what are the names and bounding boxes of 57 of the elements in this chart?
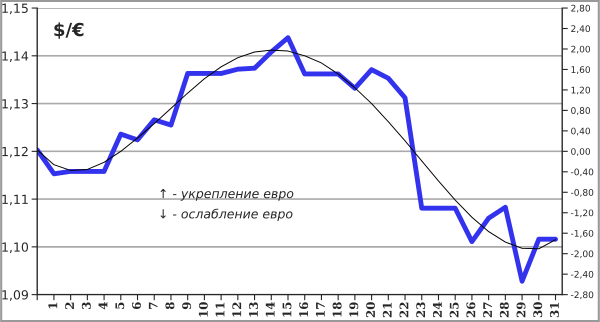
y2-tick-label: -0,80: [570, 189, 594, 197]
x-tick-label: 13: [249, 302, 258, 317]
y2-tick-label: -1,60: [570, 230, 594, 238]
x-tick-label: 10: [198, 302, 208, 317]
x-tick-label: 19: [349, 302, 358, 317]
y2-tick-label: -2,40: [570, 270, 594, 279]
x-tick-label: 21: [382, 302, 392, 318]
y2-tick-label: 2,00: [571, 46, 590, 54]
annotation: ↑ - укрепление евро: [160, 188, 294, 201]
x-tick-label: 31: [550, 302, 559, 318]
x-tick-label: 1: [48, 302, 58, 308]
y-tick-label: 1,09: [2, 290, 28, 301]
y2-tick-label: 0,00: [571, 148, 590, 156]
y-tick-label: 1,10: [2, 242, 28, 254]
x-tick-label: 20: [366, 302, 376, 318]
x-tick-label: 8: [165, 302, 174, 310]
x-tick-label: 17: [316, 302, 325, 317]
x-tick-label: 16: [299, 302, 308, 317]
x-tick-label: 25: [450, 302, 459, 318]
y2-tick-label: -0,40: [570, 168, 594, 176]
x-tick-label: 28: [500, 302, 509, 318]
x-tick-label: 6: [132, 302, 141, 310]
y2-tick-label: 2,80: [571, 4, 590, 13]
y-tick-label: 1,15: [2, 4, 28, 14]
x-tick-label: 7: [148, 302, 158, 309]
x-tick-label: 11: [216, 302, 224, 317]
y2-tick-label: 2,40: [571, 25, 590, 33]
x-tick-label: 18: [332, 302, 342, 317]
y2-tick-label: 1,60: [572, 66, 590, 74]
annotation: $/€: [54, 22, 84, 39]
y-tick-label: 1,12: [2, 146, 28, 158]
x-tick-label: 9: [182, 302, 192, 310]
y2-tick-label: -2,80: [570, 291, 594, 300]
y2-tick-label: -2,00: [570, 250, 594, 258]
x-tick-label: 2: [65, 302, 74, 309]
x-tick-label: 30: [533, 302, 542, 318]
x-tick-label: 4: [98, 302, 108, 310]
x-tick-label: 27: [483, 302, 492, 318]
x-tick-label: 3: [82, 302, 91, 309]
x-tick-label: 15: [282, 302, 292, 317]
x-tick-label: 23: [416, 302, 426, 318]
x-tick-label: 29: [516, 302, 526, 318]
line-series: [37, 50, 556, 250]
y2-tick-label: 0,80: [571, 107, 590, 115]
x-tick-label: 12: [232, 302, 242, 317]
x-tick-label: 5: [115, 302, 124, 309]
x-tick-label: 22: [400, 302, 408, 318]
y2-tick-label: 1,20: [572, 86, 590, 94]
y2-tick-label: -1,20: [570, 209, 594, 218]
y-tick-label: 1,14: [2, 51, 28, 62]
annotation: ↓ - ослабление евро: [160, 208, 292, 221]
y-tick-label: 1,13: [2, 99, 28, 110]
y2-tick-label: 0,40: [571, 128, 590, 136]
x-tick-label: 14: [266, 302, 275, 317]
x-tick-label: 24: [432, 302, 442, 318]
x-tick-label: 26: [466, 302, 476, 318]
y-tick-label: 1,11: [2, 194, 28, 206]
